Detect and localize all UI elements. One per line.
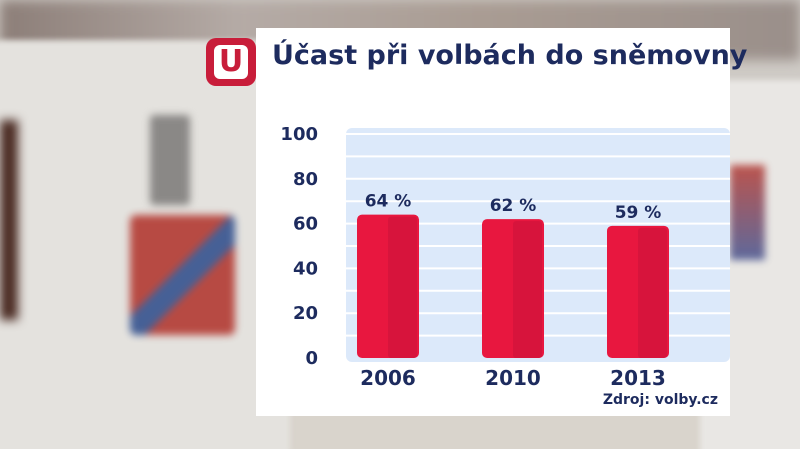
logo-letter: U bbox=[218, 44, 244, 79]
x-tick-label: 2010 bbox=[485, 366, 541, 390]
y-tick-label: 0 bbox=[305, 348, 318, 369]
bar-shade bbox=[638, 227, 667, 358]
x-tick-label: 2013 bbox=[610, 366, 666, 390]
bar bbox=[357, 214, 419, 358]
y-tick-label: 40 bbox=[293, 258, 318, 279]
bar bbox=[607, 225, 669, 358]
y-tick-label: 100 bbox=[280, 124, 318, 145]
x-tick-label: 2006 bbox=[360, 366, 416, 390]
chart-title: Účast při volbách do sněmovny bbox=[272, 40, 748, 71]
y-tick-label: 60 bbox=[293, 214, 318, 235]
bar bbox=[482, 219, 544, 358]
y-tick-label: 20 bbox=[293, 303, 318, 324]
bar-shade bbox=[513, 221, 542, 358]
data-label: 59 % bbox=[615, 203, 662, 223]
bar-shade bbox=[388, 216, 417, 358]
channel-logo: U bbox=[206, 38, 256, 86]
y-tick-label: 80 bbox=[293, 169, 318, 190]
source-note: Zdroj: volby.cz bbox=[602, 392, 718, 408]
data-label: 64 % bbox=[365, 192, 412, 212]
data-label: 62 % bbox=[490, 196, 537, 216]
